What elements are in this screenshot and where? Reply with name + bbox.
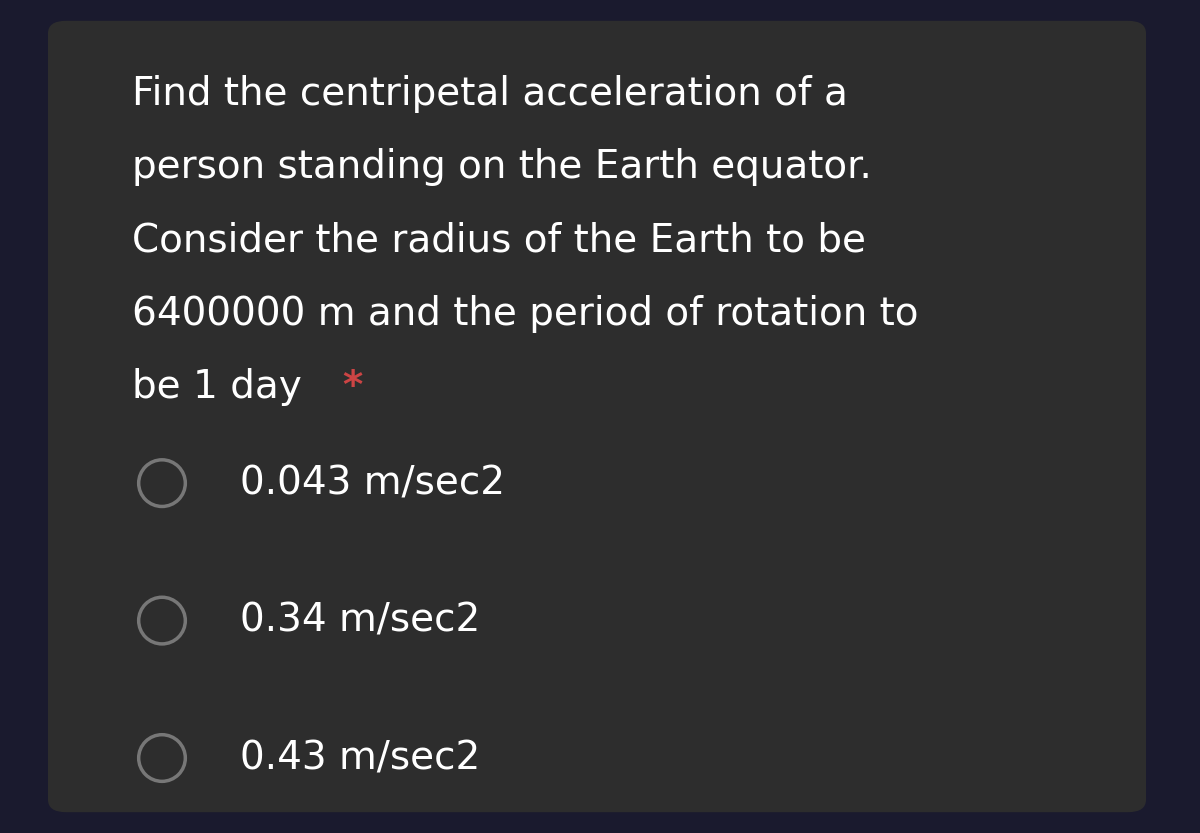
Text: 0.043 m/sec2: 0.043 m/sec2: [240, 464, 505, 502]
FancyBboxPatch shape: [48, 21, 1146, 812]
Text: 0.34 m/sec2: 0.34 m/sec2: [240, 601, 480, 640]
Text: be 1 day: be 1 day: [132, 368, 301, 407]
Text: Consider the radius of the Earth to be: Consider the radius of the Earth to be: [132, 222, 866, 260]
Text: 0.43 m/sec2: 0.43 m/sec2: [240, 739, 480, 777]
Text: *: *: [342, 368, 362, 407]
Text: person standing on the Earth equator.: person standing on the Earth equator.: [132, 148, 872, 187]
Text: Find the centripetal acceleration of a: Find the centripetal acceleration of a: [132, 75, 848, 113]
Text: 6400000 m and the period of rotation to: 6400000 m and the period of rotation to: [132, 295, 918, 333]
